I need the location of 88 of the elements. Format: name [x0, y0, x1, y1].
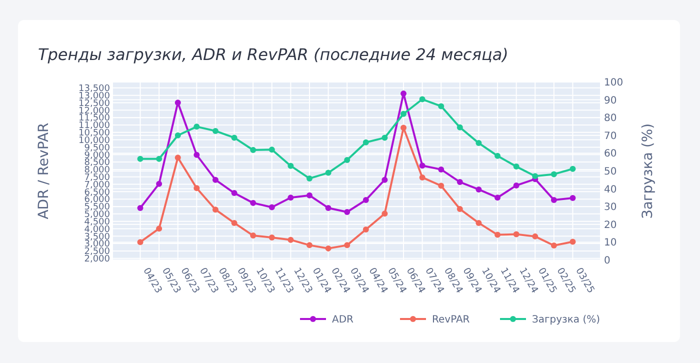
point	[174, 100, 181, 106]
point	[513, 164, 520, 170]
point	[382, 134, 388, 141]
point	[362, 226, 369, 232]
point	[550, 171, 557, 178]
y2-tick-label: 100	[604, 78, 624, 88]
point	[174, 154, 181, 161]
y2-axis-title: Загрузка (%)	[640, 123, 656, 219]
point	[550, 196, 557, 203]
point	[570, 238, 576, 245]
y2-tick-label: 20	[604, 220, 617, 231]
y2-tick-label: 10	[604, 238, 617, 249]
legend-label: ADR	[332, 314, 354, 326]
point	[494, 152, 501, 159]
point	[137, 239, 144, 246]
point	[306, 242, 312, 248]
point	[268, 204, 275, 210]
point	[513, 182, 520, 188]
point	[494, 232, 501, 238]
point	[382, 210, 388, 217]
point	[156, 180, 162, 187]
point	[476, 220, 482, 226]
point	[288, 194, 294, 201]
chart-title: Тренды загрузки, ADR и RevPAR (последние 24 месяца)	[38, 45, 508, 64]
point	[306, 192, 312, 198]
point	[137, 204, 144, 211]
point	[212, 176, 218, 183]
point	[570, 166, 576, 172]
point	[250, 232, 256, 239]
point	[400, 110, 407, 117]
point	[250, 200, 256, 206]
y2-tick-label: 50	[604, 166, 617, 178]
point	[325, 204, 332, 211]
y2-tick-label: 70	[604, 130, 617, 142]
point	[212, 128, 218, 134]
point	[438, 103, 444, 110]
point	[137, 156, 144, 162]
point	[194, 152, 200, 158]
point	[494, 194, 501, 201]
point	[419, 96, 426, 102]
point	[362, 196, 369, 203]
point	[268, 146, 275, 153]
point	[231, 220, 238, 226]
point	[456, 206, 463, 212]
point	[344, 208, 350, 215]
point	[382, 176, 388, 183]
point	[550, 242, 557, 248]
y2-tick-label: 30	[604, 202, 617, 214]
point	[419, 162, 426, 169]
point	[438, 182, 444, 189]
point	[456, 124, 463, 130]
point	[476, 186, 482, 192]
point	[194, 124, 200, 130]
point	[156, 226, 162, 232]
point	[325, 245, 332, 252]
point	[325, 170, 332, 176]
point	[532, 233, 538, 240]
point	[194, 185, 200, 192]
point	[456, 179, 463, 186]
y2-tick-label: 60	[604, 148, 617, 160]
legend-label: Загрузка (%)	[532, 314, 600, 326]
y-tick-label: 2,000	[84, 254, 110, 265]
y-axis-title: ADR / RevPAR	[36, 122, 52, 220]
point	[362, 139, 369, 146]
y2-tick-label: 40	[604, 184, 617, 196]
point	[288, 162, 294, 169]
point	[288, 236, 294, 243]
point	[306, 175, 312, 182]
legend-label: RevPAR	[432, 314, 470, 326]
point	[174, 132, 181, 138]
point	[344, 156, 350, 163]
point	[476, 140, 482, 146]
point	[419, 174, 426, 180]
point	[570, 195, 576, 202]
y2-tick-label: 90	[604, 95, 617, 106]
point	[231, 190, 238, 196]
y2-tick-label: 0	[604, 256, 610, 266]
point	[438, 166, 444, 172]
point	[156, 156, 162, 162]
point	[532, 173, 538, 180]
point	[212, 206, 218, 213]
y2-tick-label: 80	[604, 113, 617, 124]
point	[250, 146, 256, 153]
point	[400, 124, 407, 131]
point	[513, 231, 520, 238]
point	[268, 234, 275, 240]
point	[344, 242, 350, 248]
point	[231, 134, 238, 141]
